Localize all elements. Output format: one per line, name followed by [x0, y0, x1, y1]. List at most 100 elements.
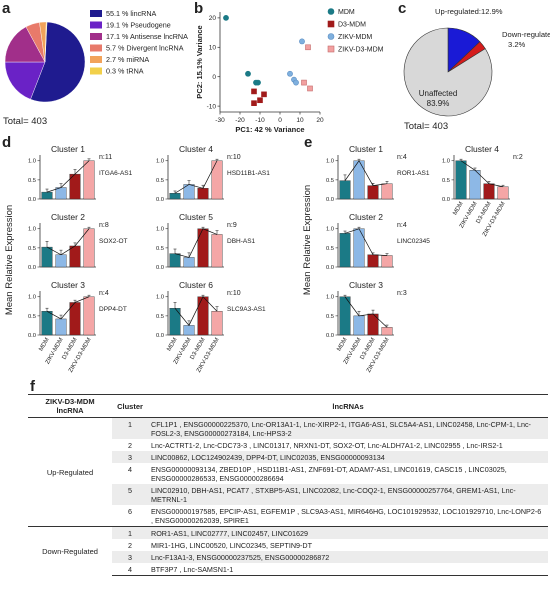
example-gene: ITGA6-AS1	[99, 170, 133, 177]
trend-line	[46, 296, 90, 320]
scatter-point	[287, 70, 293, 77]
bar	[41, 246, 53, 268]
y-tick-label: 0	[212, 74, 216, 81]
y-tick-label: 1.0	[28, 159, 36, 165]
bar	[339, 296, 351, 336]
y-tick-label: 0.5	[28, 314, 36, 320]
bar	[83, 160, 95, 200]
legend-swatch	[90, 10, 102, 17]
cluster-number: 4	[112, 563, 148, 576]
trend-line	[46, 160, 90, 193]
example-gene: HSD11B1-AS1	[227, 170, 270, 177]
legend-label: 19.1 % Pseudogene	[106, 21, 171, 30]
cluster-number: 2	[128, 440, 132, 450]
x-tick-label: MDM	[452, 201, 464, 216]
y-tick-label: 0.0	[326, 333, 334, 339]
cluster-number: 3	[112, 551, 148, 563]
scatter-point	[251, 100, 257, 106]
cluster-number: 3	[112, 451, 148, 463]
bar	[197, 228, 209, 268]
y-tick-label: 0.5	[156, 314, 164, 320]
legend-label: ZIKV-D3-MDM	[338, 47, 384, 54]
pie-slice-lincrna	[30, 21, 86, 103]
group-label: Up-Regulated	[46, 467, 94, 477]
bar	[381, 255, 393, 268]
legend-label: 5.7 % Divergent lncRNA	[106, 44, 184, 53]
y-tick-label: 0.0	[156, 197, 164, 203]
trend-line	[174, 160, 218, 194]
y-tick-label: 0.0	[156, 265, 164, 271]
bar	[497, 186, 509, 200]
lncrna-list: LINC00862, LOC124902439, DPP4-DT, LINC02…	[148, 451, 548, 463]
bar	[55, 318, 67, 336]
table-row: 4 ENSG00000093134, ZBED10P , HSD11B1-AS1,…	[28, 463, 548, 484]
panel-c-pie-chart: Up-regulated:12.9% Down-regulated:3.2% Una…	[403, 7, 550, 132]
bar	[169, 193, 181, 200]
cluster-n: n:3	[397, 290, 407, 297]
bar	[367, 254, 379, 268]
y-tick-label: 0.5	[156, 246, 164, 252]
panel-b-pca-scatter: -30 -20 -10 0 10 20 -10 0 10 20 PC1: 42 % Variance…	[195, 8, 384, 132]
y-tick-label: 0.0	[28, 265, 36, 271]
cluster-title: Cluster 3	[349, 280, 383, 290]
cluster-chart: 0.0 0.5 1.0 Cluster 2 n:4 LINC02345	[326, 212, 430, 271]
table-row: 3 LINC00862, LOC124902439, DPP4-DT, LINC0…	[28, 451, 548, 463]
trend-line	[344, 296, 388, 328]
lncrna-cluster-table: ZIKV-D3-MDM lncRNA Cluster lncRNAs Up-Re…	[28, 394, 548, 576]
legend-label: 0.3 % tRNA	[106, 67, 144, 76]
scatter-point	[257, 97, 263, 104]
cluster-number: 2	[128, 540, 132, 550]
bar	[55, 187, 67, 200]
y-tick-label: -10	[207, 103, 217, 110]
pie-slice-pseudogene	[4, 61, 46, 100]
y-tick-label: 1.0	[28, 295, 36, 301]
bar	[367, 185, 379, 200]
lncrna-list: MIR1-1HG, LINC00520, LINC02345, SEPTIN9-…	[151, 540, 312, 550]
bar	[197, 188, 209, 200]
legend-label: 17.1 % Antisense lncRNA	[106, 32, 188, 41]
trend-line	[344, 228, 388, 256]
cluster-number: 6	[128, 506, 132, 516]
example-gene: ROR1-AS1	[397, 170, 430, 177]
trend-line	[344, 160, 388, 186]
cluster-title: Cluster 3	[51, 280, 85, 290]
legend-swatch	[90, 44, 102, 52]
down-regulated-label: Down-regulated:	[502, 30, 550, 39]
cluster-n: n:8	[99, 222, 109, 229]
panel-d-cluster-bars: Mean Relative Expression 0.0 0.5 1.0 Cluster…	[4, 144, 270, 374]
cluster-n: n:10	[227, 290, 241, 297]
cluster-chart: 0.0 0.5 1.0 Cluster 1 n:11 ITGA6-AS1	[28, 144, 133, 203]
bar	[169, 308, 181, 336]
lncrna-list: BTF3P7 , Lnc-SAMSN1-1	[148, 563, 548, 576]
lncrna-list: ENSG00000197585, EPCIP-AS1, EGFEM1P , SL…	[151, 506, 542, 525]
x-tick-label: 20	[316, 117, 324, 124]
cluster-title: Cluster 4	[465, 144, 499, 154]
scatter-point	[245, 70, 251, 77]
x-tick-label: MDM	[38, 337, 50, 352]
cluster-title: Cluster 1	[51, 144, 85, 154]
bar	[83, 228, 95, 268]
legend-swatch	[90, 56, 102, 63]
example-gene: DBH-AS1	[227, 238, 256, 245]
bar	[211, 160, 223, 200]
lncrna-list: ENSG00000093134, ZBED10P , HSD11B1-AS1, …	[151, 464, 507, 483]
total-label: Total= 403	[3, 116, 47, 127]
table-row: 5 LINC02910, DBH-AS1, PCAT7 , STXBP5-AS1,…	[28, 484, 548, 505]
unaffected-pct: 83.9%	[427, 99, 450, 108]
cluster-n: n:4	[397, 154, 407, 161]
y-tick-label: 1.0	[28, 227, 36, 233]
table-row: Up-Regulated 1 CFL1P1 , ENSG00000225370, L…	[28, 417, 548, 477]
pie-slice-trna	[44, 21, 48, 63]
cluster-number: 1	[112, 417, 148, 439]
legend-label: ZIKV-MDM	[338, 34, 372, 41]
panel-label-b: b	[194, 0, 204, 17]
cluster-title: Cluster 2	[349, 212, 383, 222]
legend-marker	[327, 20, 335, 28]
y-tick-label: 1.0	[156, 159, 164, 165]
panel-label-e: e	[304, 134, 313, 151]
y-tick-label: 1.0	[156, 227, 164, 233]
legend-marker	[327, 33, 335, 40]
